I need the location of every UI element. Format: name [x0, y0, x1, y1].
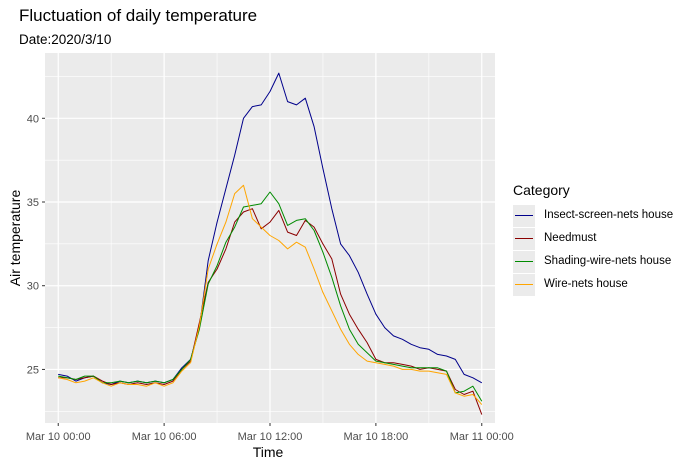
legend-key [513, 251, 535, 273]
chart-title: Fluctuation of daily temperature [19, 6, 258, 25]
series-line-wire-nets-house [58, 184, 483, 405]
y-tick-label: 40 [27, 113, 39, 125]
x-tick-label: Mar 10 12:00 [238, 431, 303, 443]
y-axis-label: Air temperature [7, 190, 23, 287]
legend-label: Insect-screen-nets house [544, 209, 674, 221]
legend-swatch [515, 238, 533, 240]
y-tick-label: 25 [27, 364, 39, 376]
legend-item-needmust: Needmust [513, 228, 700, 250]
legend-label: Needmust [544, 232, 597, 244]
y-tick-label: 35 [27, 197, 39, 209]
legend-item-shading-wire-nets-house: Shading-wire-nets house [513, 251, 700, 273]
x-axis-label: Time [253, 444, 284, 460]
series-lines [58, 72, 483, 415]
x-tick-label: Mar 10 18:00 [343, 431, 408, 443]
y-tick-label: 30 [27, 281, 39, 293]
legend-item-wire-nets-house: Wire-nets house [513, 274, 700, 296]
legend-item-insect-screen-nets-house: Insect-screen-nets house [513, 205, 700, 227]
grid-lines [45, 53, 495, 423]
chart-subtitle: Date:2020/3/10 [19, 32, 112, 47]
legend-label: Shading-wire-nets house [544, 255, 672, 267]
legend-swatch [515, 215, 533, 217]
legend-title: Category [513, 182, 570, 198]
x-tick-label: Mar 10 06:00 [132, 431, 197, 443]
legend-key [513, 228, 535, 250]
x-tick-label: Mar 11 00:00 [450, 431, 514, 443]
axis-ticks: 25 30 35 40 Mar 10 00:00 Mar 10 06:00 Mar 10 1… [26, 113, 514, 443]
legend-key [513, 205, 535, 227]
x-tick-label: Mar 10 00:00 [26, 431, 91, 443]
series-line-shading-wire-nets-house [58, 191, 483, 402]
legend-key [513, 274, 535, 296]
legend-swatch [515, 261, 533, 263]
legend-swatch [515, 284, 533, 286]
legend-label: Wire-nets house [544, 278, 628, 290]
